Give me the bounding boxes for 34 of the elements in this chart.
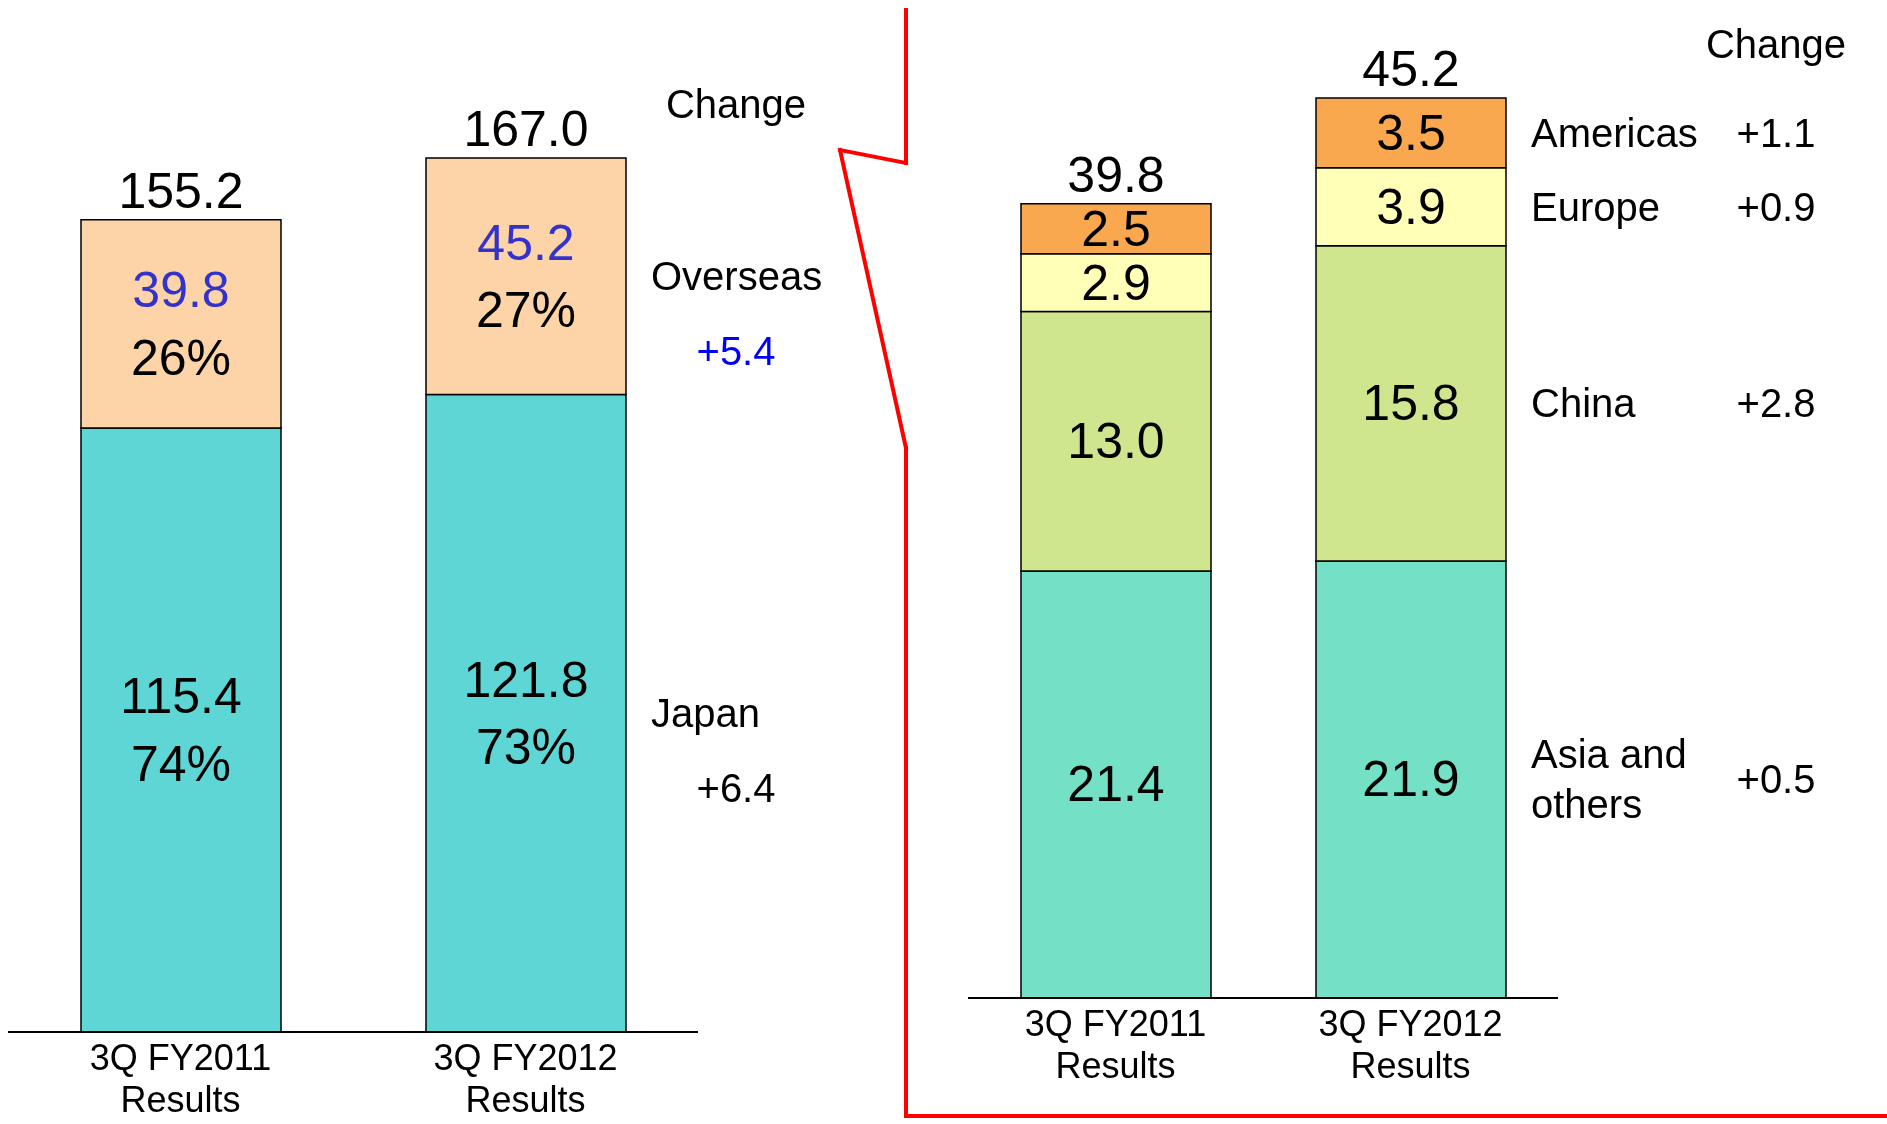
text: +1.1: [1736, 110, 1816, 155]
data-label: 39.8 26%: [130, 262, 232, 386]
series-label: Americas: [1531, 110, 1698, 155]
series-label: Asia and others: [1531, 732, 1687, 827]
x-tick-label: 3Q FY2011 Results: [89, 1037, 272, 1120]
data-label: 2.5: [1081, 200, 1151, 257]
data-label: 21.9: [1362, 751, 1460, 808]
series-label: Europe: [1531, 184, 1660, 229]
annotation: +6.4: [696, 766, 776, 811]
data-label: 2.9: [1081, 254, 1151, 311]
data-label: 21.4: [1067, 756, 1165, 813]
data-label: 15.8: [1362, 375, 1460, 432]
data-label: 121.8 73%: [463, 651, 589, 776]
text: Change: [1705, 22, 1847, 66]
total-label: 39.8: [1067, 146, 1165, 203]
series-label: China: [1531, 381, 1637, 426]
text: +0.9: [1736, 184, 1816, 229]
total-label: 167.0: [463, 101, 589, 157]
text: +2.8: [1736, 381, 1816, 426]
data-label: 13.0: [1067, 413, 1165, 470]
data-label: 3.9: [1376, 178, 1446, 235]
total-label: 45.2: [1362, 41, 1460, 97]
series-label: Overseas: [651, 254, 823, 299]
x-tick-label: 3Q FY2012 Results: [433, 1037, 618, 1120]
total-label: 155.2: [118, 162, 244, 219]
data-label: 45.2 27%: [475, 214, 577, 339]
annotation: +5.4: [696, 329, 776, 374]
series-label: Japan: [651, 691, 760, 736]
x-tick-label: 3Q FY2011 Results: [1024, 1003, 1207, 1086]
data-label: 3.5: [1376, 104, 1446, 161]
data-label: 115.4 74%: [120, 668, 242, 792]
text: Change: [665, 82, 807, 126]
x-tick-label: 3Q FY2012 Results: [1318, 1003, 1503, 1086]
text: +0.5: [1736, 757, 1816, 802]
